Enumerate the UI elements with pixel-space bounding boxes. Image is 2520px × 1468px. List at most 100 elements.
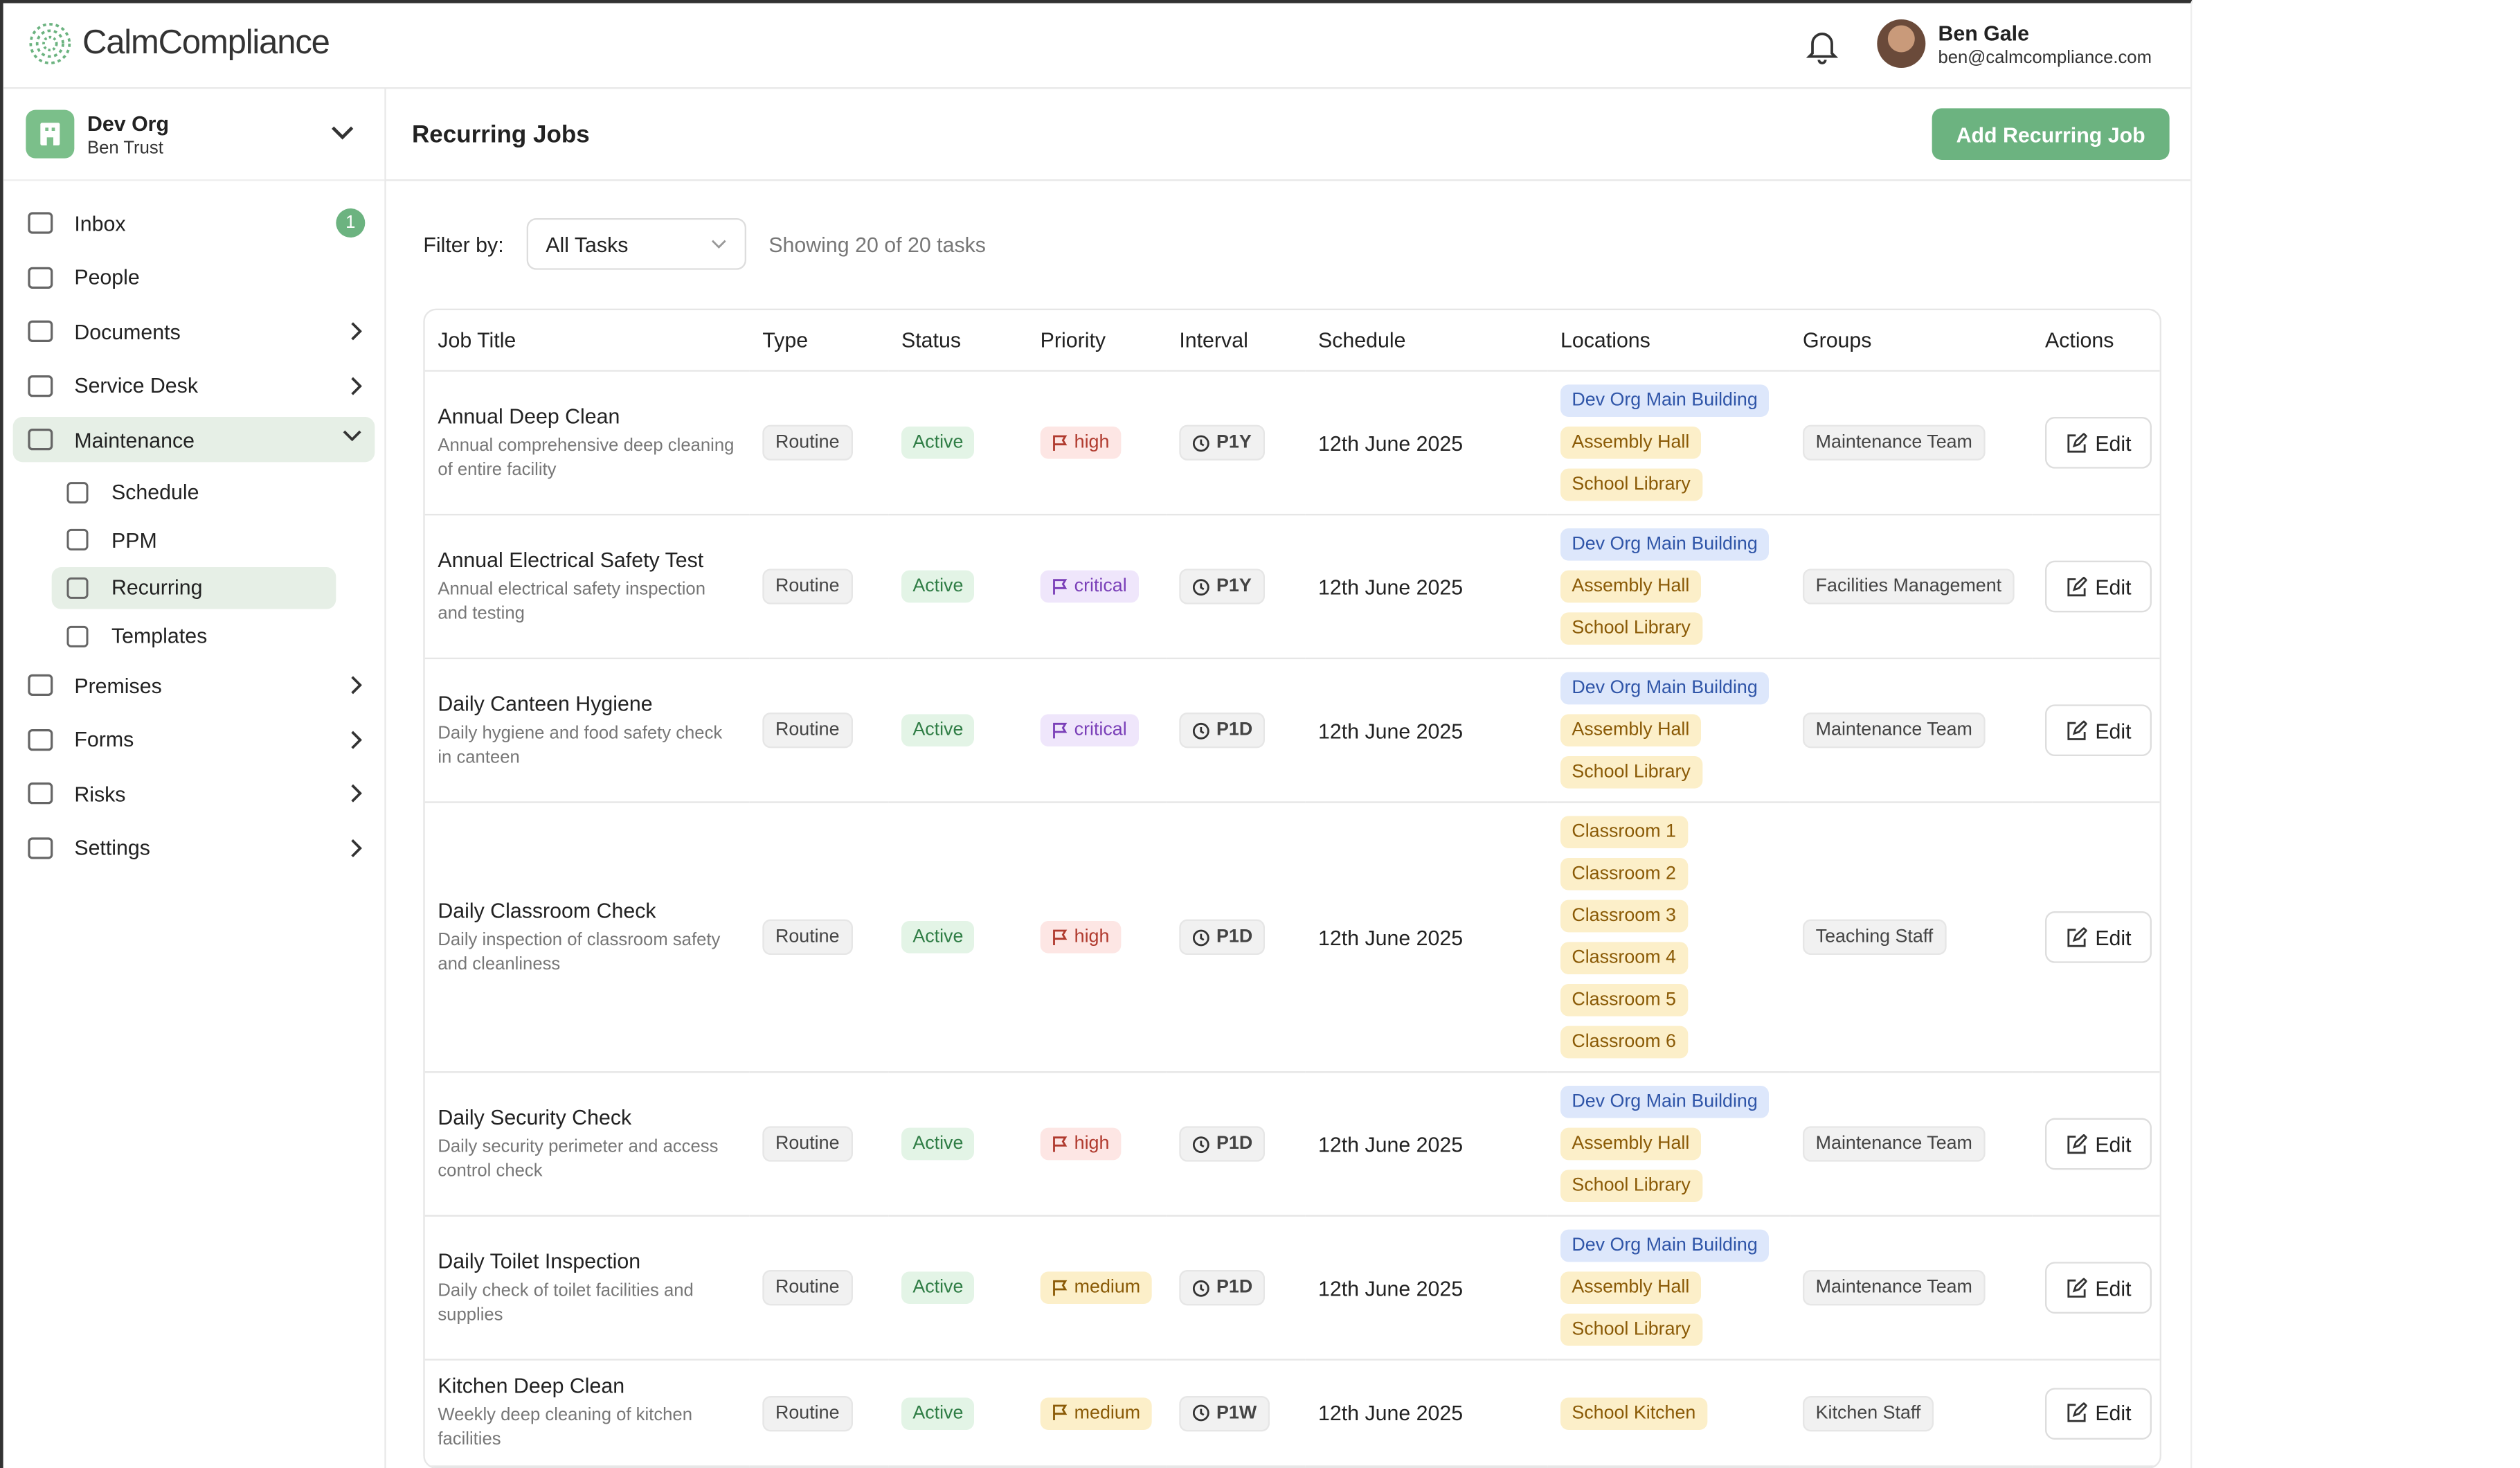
nav-item[interactable]: People	[13, 254, 375, 299]
cell-schedule: 12th June 2025	[1305, 370, 1548, 516]
cell-interval: P1D	[1166, 1072, 1306, 1217]
nav-item[interactable]: Premises	[13, 663, 375, 708]
org-sub: Ben Trust	[87, 138, 163, 158]
nav-item[interactable]: Settings	[13, 825, 375, 870]
interval-text: P1D	[1216, 720, 1253, 740]
location-chip: Dev Org Main Building	[1560, 1085, 1770, 1118]
nav-icon	[28, 212, 53, 234]
cell-interval: P1D	[1166, 658, 1306, 803]
cell-title: Annual Electrical Safety Test Annual elec…	[424, 514, 750, 659]
job-title: Daily Security Check	[438, 1104, 632, 1129]
schedule: 12th June 2025	[1317, 1131, 1464, 1156]
cell-interval: P1Y	[1166, 514, 1306, 659]
job-description: Daily hygiene and food safety check in c…	[438, 723, 723, 767]
schedule: 12th June 2025	[1317, 1400, 1464, 1425]
logo[interactable]: CalmCompliance	[26, 19, 330, 68]
filter-label: Filter by:	[423, 231, 504, 256]
sub-nav-label: Templates	[111, 623, 208, 648]
org-switcher[interactable]: Dev Org Ben Trust	[3, 89, 385, 181]
cell-status: Active	[888, 1359, 1027, 1467]
cell-type: Routine	[749, 658, 889, 803]
table-row: Annual Electrical Safety Test Annual elec…	[424, 514, 2160, 659]
edit-button[interactable]: Edit	[2044, 1262, 2152, 1314]
add-button[interactable]: Add Recurring Job	[1932, 108, 2170, 160]
cell-interval: P1D	[1166, 802, 1306, 1073]
location-chip: Dev Org Main Building	[1560, 384, 1770, 417]
nav-item[interactable]: Service Desk	[13, 363, 375, 408]
chevron	[343, 430, 361, 442]
nav-item[interactable]: Maintenance	[12, 416, 375, 463]
cell-priority: medium	[1027, 1215, 1167, 1361]
nav-item[interactable]: Risks	[13, 771, 375, 816]
cell-status: Active	[888, 658, 1027, 803]
location-chip: Assembly Hall	[1560, 1271, 1701, 1304]
priority-chip: critical	[1040, 714, 1139, 746]
location-chip: Classroom 1	[1560, 816, 1688, 848]
interval-text: P1D	[1216, 1134, 1253, 1154]
nav-label: People	[74, 265, 140, 289]
header-row: Job Title Type Status Priority Interval Sched…	[424, 310, 2160, 372]
cell-priority: high	[1027, 370, 1167, 516]
column-header: Locations	[1547, 310, 1790, 372]
nav-icon	[28, 836, 53, 859]
edit-button[interactable]: Edit	[2044, 911, 2152, 963]
status-chip: Active	[901, 426, 975, 459]
interval-chip: P1D	[1179, 712, 1266, 749]
cell-locations: Dev Org Main Building Assembly Hall School…	[1547, 370, 1790, 516]
cell-group: Maintenance Team	[1790, 658, 2033, 803]
column-header: Type	[749, 310, 889, 372]
job-title: Daily Canteen Hygiene	[438, 690, 653, 715]
group-chip: Maintenance Team	[1802, 1126, 1986, 1162]
location-list: School Kitchen	[1560, 1397, 1777, 1429]
nav-label: Documents	[74, 319, 181, 343]
location-chip: School Library	[1560, 612, 1702, 645]
cell-interval: P1Y	[1166, 370, 1306, 516]
top-bar: CalmCompliance Ben Gale ben@calmcomplian…	[3, 3, 2190, 89]
location-chip: School Library	[1560, 755, 1702, 789]
cell-locations: Dev Org Main Building Assembly Hall School…	[1547, 1215, 1790, 1361]
sub-nav-item[interactable]: Templates	[52, 615, 336, 657]
sub-nav-item[interactable]: Schedule	[52, 471, 336, 513]
location-list: Dev Org Main Building Assembly Hall School…	[1560, 384, 1777, 501]
edit-button[interactable]: Edit	[2044, 416, 2152, 469]
location-chip: Dev Org Main Building	[1560, 672, 1770, 705]
org-icon	[26, 109, 75, 159]
nav-label: Service Desk	[74, 373, 199, 397]
location-chip: Assembly Hall	[1560, 570, 1701, 603]
cell-actions: Edit	[2032, 1072, 2160, 1217]
cell-schedule: 12th June 2025	[1305, 802, 1548, 1073]
nav-icon	[28, 374, 53, 397]
sub-nav-label: PPM	[111, 528, 157, 553]
nav-icon	[28, 674, 53, 697]
cell-status: Active	[888, 370, 1027, 516]
cell-actions: Edit	[2032, 1359, 2160, 1467]
nav-label: Forms	[74, 727, 134, 752]
nav-item[interactable]: Documents	[13, 309, 375, 354]
sub-nav-item[interactable]: Recurring	[51, 566, 336, 609]
nav-item[interactable]: Forms	[13, 717, 375, 762]
column-header: Priority	[1027, 310, 1167, 372]
nav-label: Risks	[74, 781, 126, 806]
priority-chip: high	[1040, 1127, 1121, 1161]
edit-button[interactable]: Edit	[2044, 1387, 2152, 1439]
cell-actions: Edit	[2032, 802, 2160, 1073]
chevron	[351, 731, 362, 749]
edit-button[interactable]: Edit	[2044, 704, 2152, 756]
sub-icon	[66, 529, 89, 551]
filter-select[interactable]: All Tasks	[526, 217, 746, 270]
cell-group: Maintenance Team	[1790, 1215, 2033, 1361]
table-row: Daily Toilet Inspection Daily check of to…	[424, 1215, 2160, 1361]
nav-item[interactable]: Inbox 1	[13, 200, 375, 245]
interval-chip: P1W	[1179, 1395, 1270, 1431]
edit-button[interactable]: Edit	[2044, 1118, 2152, 1170]
org-name: Dev Org	[87, 110, 170, 135]
user-menu[interactable]: Ben Gale ben@calmcompliance.com	[1876, 19, 2152, 68]
interval-chip: P1D	[1179, 1269, 1266, 1306]
notifications[interactable]	[1806, 29, 1839, 64]
cell-title: Annual Deep Clean Annual comprehensive de…	[424, 370, 750, 516]
sub-nav-item[interactable]: PPM	[52, 519, 336, 561]
schedule: 12th June 2025	[1317, 924, 1464, 949]
edit-button[interactable]: Edit	[2044, 560, 2152, 613]
interval-text: P1Y	[1216, 433, 1252, 453]
location-chip: School Library	[1560, 1170, 1702, 1202]
